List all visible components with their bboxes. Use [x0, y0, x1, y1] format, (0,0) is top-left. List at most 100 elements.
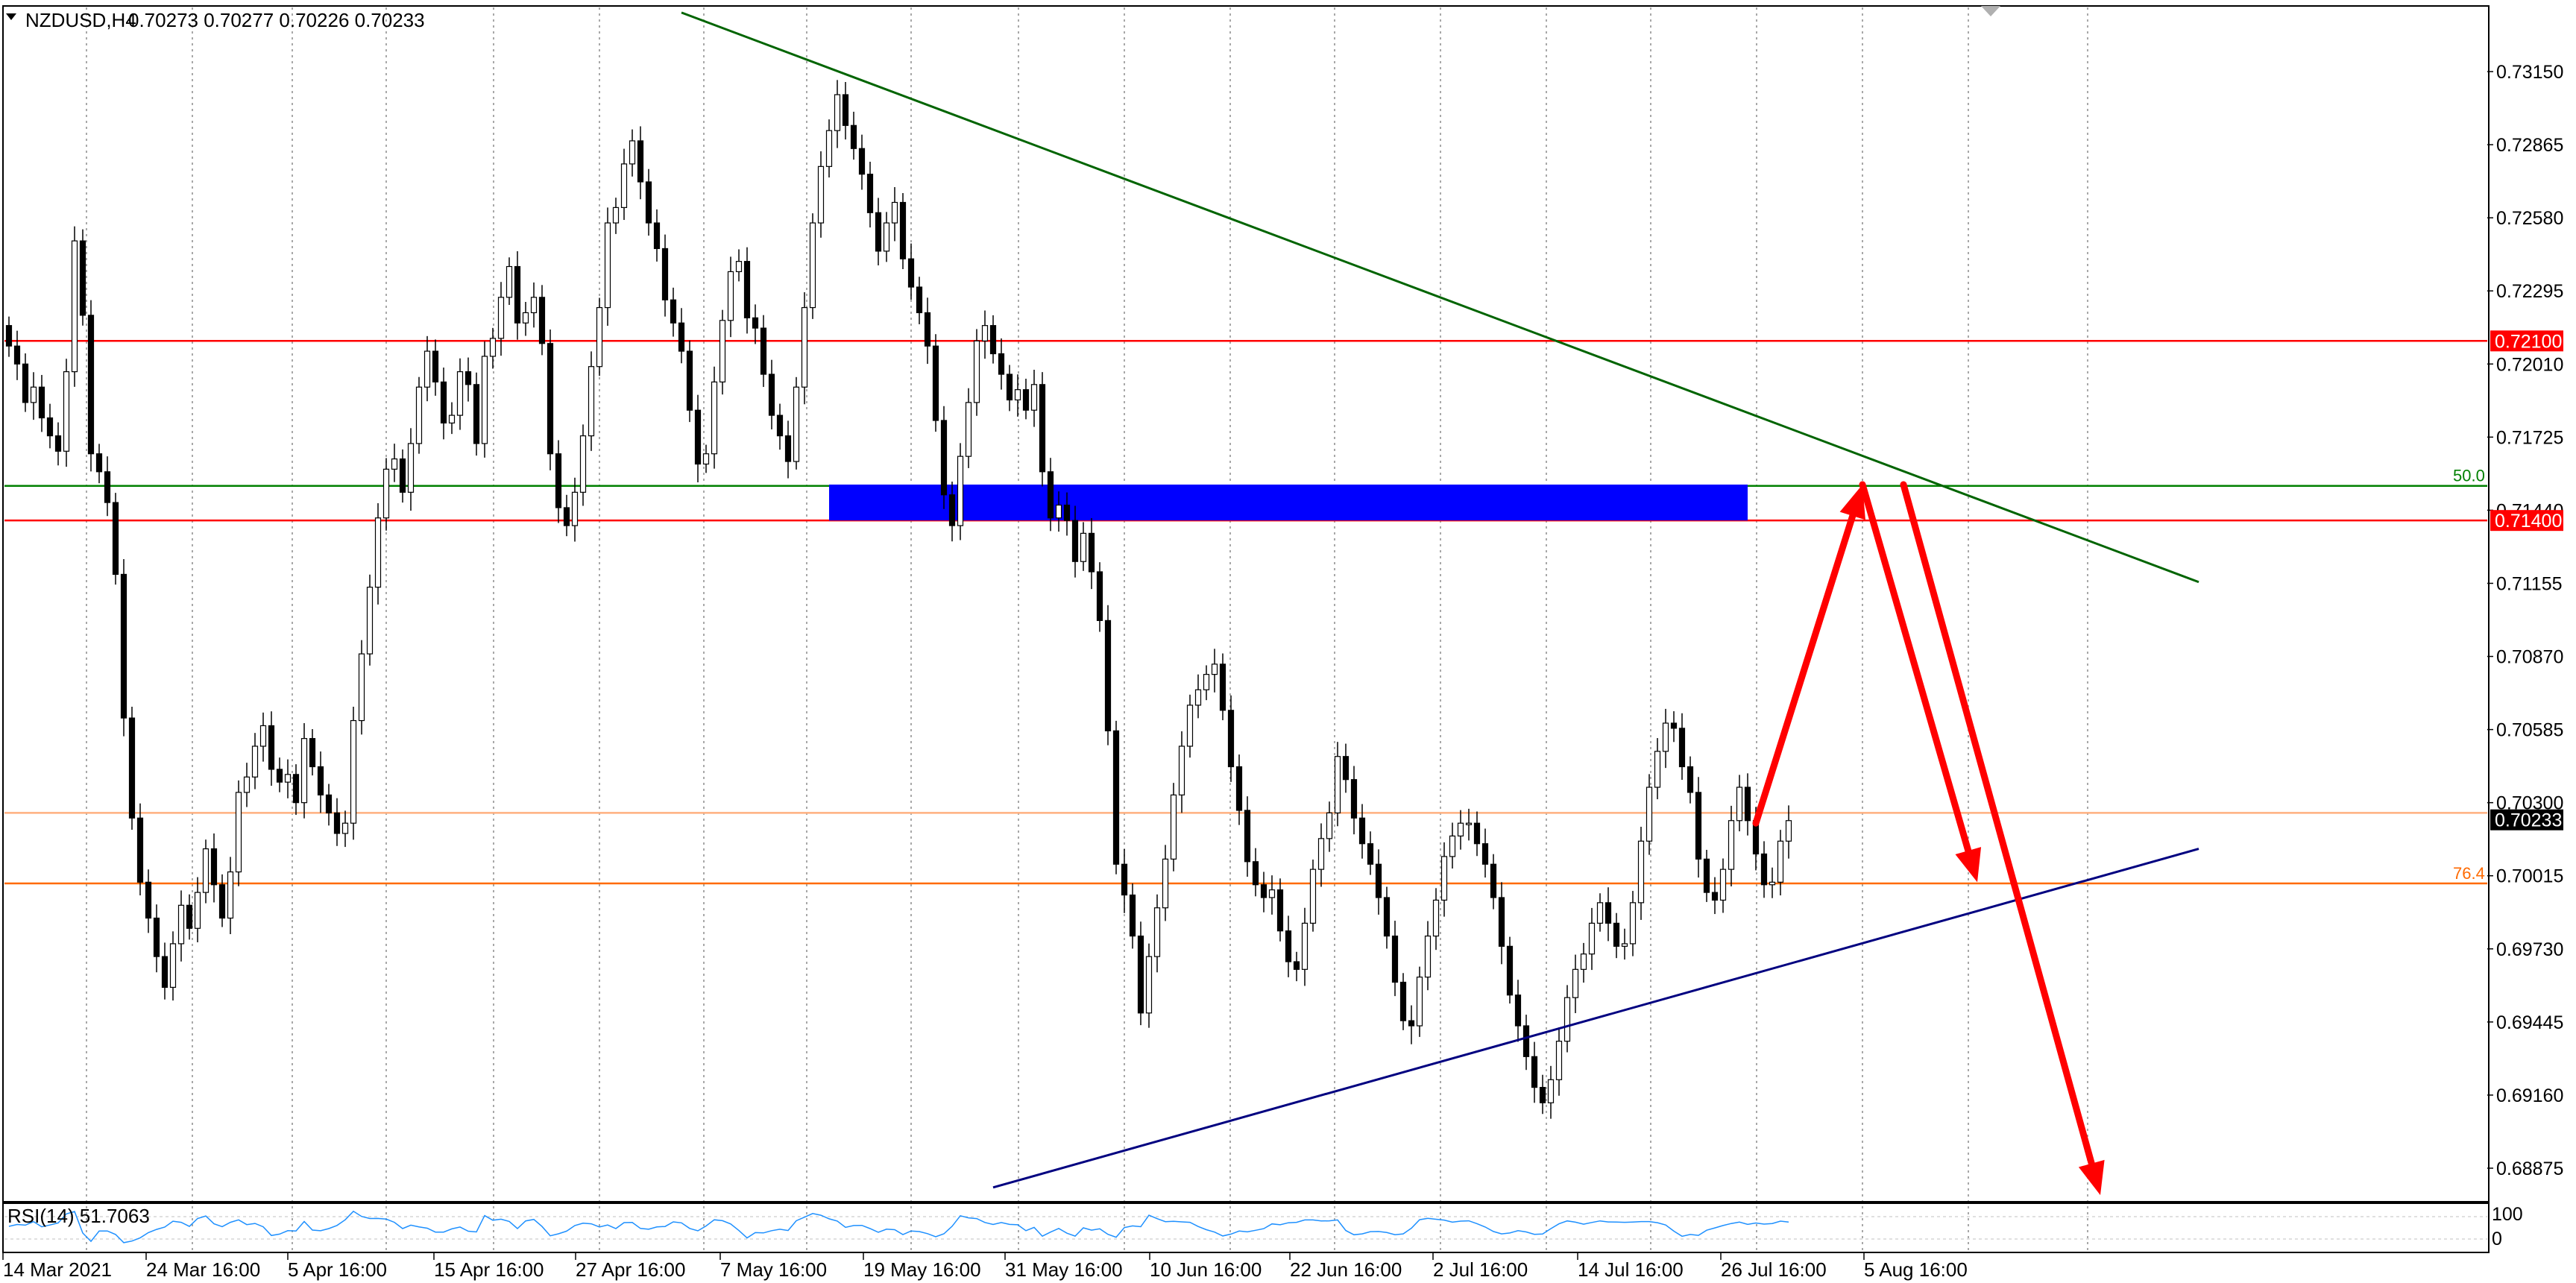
candle-body: [637, 140, 644, 183]
candle-body: [153, 917, 160, 957]
candle-body: [1744, 786, 1751, 822]
candle-body: [1309, 869, 1317, 924]
candle-body: [1227, 710, 1235, 768]
current-price-tag-bg: [2490, 809, 2563, 830]
candle-body: [1080, 532, 1087, 562]
main-pane-frame: [2, 5, 2490, 1202]
candle-body: [661, 248, 669, 300]
level-tag-label: 0.72100: [2495, 331, 2562, 352]
candle-body: [169, 943, 177, 989]
candle-body: [1178, 745, 1185, 795]
candle-body: [694, 409, 702, 465]
candle-body: [834, 94, 841, 131]
y-tick-label: 0.72295: [2496, 281, 2563, 302]
candle-body: [382, 468, 390, 519]
candle-body: [596, 306, 603, 368]
candle-body: [432, 350, 439, 382]
candle-body: [555, 453, 562, 508]
candle-body: [1022, 389, 1030, 411]
x-tick-label: 5 Apr 16:00: [288, 1258, 387, 1281]
menu-triangle-icon[interactable]: [6, 13, 16, 20]
candle-body: [1687, 766, 1694, 793]
candle-body: [998, 353, 1005, 375]
arrow-shaft: [1900, 481, 2095, 1167]
candle-body: [604, 222, 611, 309]
candle-body: [1383, 897, 1391, 937]
candle-body: [571, 491, 579, 526]
candle-body: [1063, 504, 1071, 521]
trendline: [992, 848, 2199, 1189]
candle-body: [1531, 1056, 1538, 1088]
candle-body: [1334, 756, 1341, 814]
candle-body: [1219, 663, 1226, 711]
candle-body: [940, 420, 948, 496]
candle-body: [1260, 884, 1267, 898]
candle-body: [801, 306, 808, 388]
candle-body: [588, 366, 595, 437]
trendline: [681, 11, 2199, 584]
candle-body: [1547, 1079, 1555, 1103]
candle-body: [1252, 861, 1259, 886]
y-tick-label: 0.71725: [2496, 427, 2563, 448]
candle-body: [1588, 922, 1596, 955]
candle-body: [957, 455, 964, 526]
candle-body: [481, 356, 488, 444]
candle-body: [391, 458, 398, 470]
trendlines: [681, 11, 2199, 1189]
rsi-scale-bottom: 0: [2492, 1229, 2502, 1249]
y-tick-label: 0.69445: [2496, 1012, 2563, 1033]
candle-body: [760, 327, 767, 375]
candle-body: [1613, 922, 1620, 947]
candle-body: [145, 881, 152, 919]
candle-body: [858, 148, 866, 175]
candle-body: [1514, 994, 1522, 1027]
supply-zone: [829, 485, 1748, 521]
price-tags: 0.72100 0.71400 0.70233: [2490, 330, 2563, 831]
candle-body: [883, 222, 890, 252]
candle-body: [317, 766, 324, 795]
candle-body: [645, 181, 652, 224]
candle-body: [1055, 504, 1062, 519]
candle-body: [981, 325, 989, 341]
candle-body: [1071, 520, 1079, 562]
candle-body: [1244, 810, 1251, 863]
shift-marker-icon[interactable]: [1981, 6, 2000, 16]
candle-body: [965, 402, 972, 457]
candle-body: [112, 502, 119, 576]
candle-body: [743, 261, 751, 318]
candle-body: [1424, 935, 1432, 978]
candle-body: [1014, 389, 1021, 401]
candle-body: [465, 371, 472, 385]
candle-body: [210, 848, 218, 886]
candle-body: [350, 719, 357, 824]
candle-body: [1457, 822, 1464, 836]
candle-body: [850, 124, 857, 149]
candle-body: [1088, 532, 1095, 573]
candle-body: [1268, 889, 1276, 898]
candle-body: [54, 435, 62, 452]
candle-body: [1572, 968, 1579, 998]
y-tick-label: 0.69160: [2496, 1085, 2563, 1106]
candle-body: [538, 297, 546, 344]
candle-body: [440, 381, 447, 424]
candle-body: [358, 653, 365, 722]
x-tick-label: 31 May 16:00: [1005, 1258, 1123, 1281]
candle-body: [776, 414, 784, 437]
candle-body: [1481, 843, 1489, 865]
candle-body: [259, 725, 267, 747]
candle-body: [407, 443, 415, 493]
candle-body: [1006, 373, 1013, 401]
candle-body: [120, 573, 127, 719]
candle-body: [1342, 756, 1350, 781]
candle-body: [1039, 384, 1046, 473]
candle-body: [1473, 822, 1481, 845]
candle-body: [456, 371, 464, 416]
level-tag-label: 0.71400: [2495, 511, 2562, 532]
x-tick-label: 24 Mar 16:00: [146, 1258, 260, 1281]
candle-body: [1670, 722, 1678, 729]
candle-body: [891, 201, 898, 224]
candle-body: [1153, 907, 1161, 957]
candle-body: [1203, 674, 1210, 690]
